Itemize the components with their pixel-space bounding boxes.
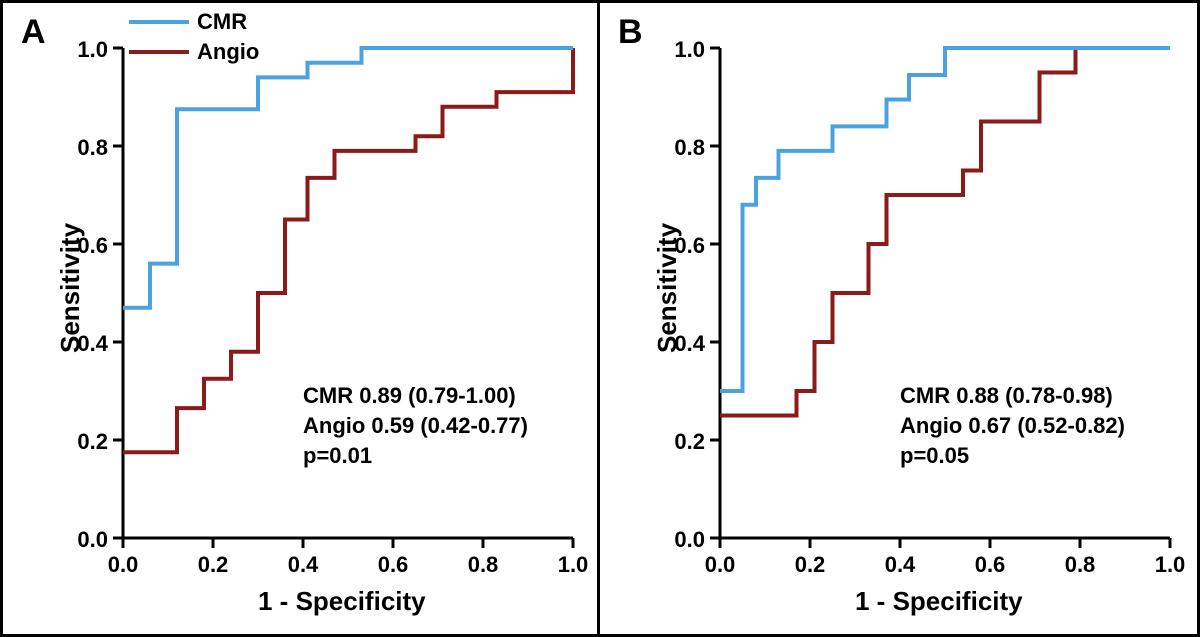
legend-label-cmr: CMR — [197, 9, 247, 35]
x-tick-label: 0.2 — [193, 552, 233, 578]
y-tick-label: 0.4 — [665, 331, 705, 357]
y-tick-label: 0.0 — [68, 527, 108, 553]
x-tick-label: 0.6 — [970, 552, 1010, 578]
y-tick-label: 0.0 — [665, 527, 705, 553]
x-tick-label: 0.6 — [373, 552, 413, 578]
x-tick-label: 0.8 — [463, 552, 503, 578]
y-tick-label: 1.0 — [665, 37, 705, 63]
stats-a-line2: Angio 0.59 (0.42-0.77) — [303, 411, 528, 441]
panel-letter-a: A — [21, 13, 46, 52]
x-tick-label: 0.4 — [283, 552, 323, 578]
roc-cmr — [720, 48, 1170, 391]
x-tick-label: 1.0 — [553, 552, 593, 578]
panel-a: A CMR Angio 1 - Specificity Sensitivity … — [0, 0, 600, 637]
roc-angio — [720, 48, 1170, 416]
stats-a-line3: p=0.01 — [303, 441, 528, 471]
x-tick-label: 0.2 — [790, 552, 830, 578]
roc-cmr — [123, 48, 573, 308]
y-tick-label: 0.2 — [68, 429, 108, 455]
x-tick-label: 1.0 — [1150, 552, 1190, 578]
stats-b-line1: CMR 0.88 (0.78-0.98) — [900, 381, 1125, 411]
x-tick-label: 0.0 — [103, 552, 143, 578]
stats-b-line3: p=0.05 — [900, 441, 1125, 471]
y-tick-label: 0.8 — [68, 135, 108, 161]
x-tick-label: 0.4 — [880, 552, 920, 578]
y-tick-label: 1.0 — [68, 37, 108, 63]
y-tick-label: 0.2 — [665, 429, 705, 455]
x-tick-label: 0.0 — [700, 552, 740, 578]
y-tick-label: 0.4 — [68, 331, 108, 357]
figure: A CMR Angio 1 - Specificity Sensitivity … — [0, 0, 1200, 637]
stats-a-line1: CMR 0.89 (0.79-1.00) — [303, 381, 528, 411]
y-tick-label: 0.8 — [665, 135, 705, 161]
legend-item-cmr: CMR — [129, 9, 259, 35]
stats-b-line2: Angio 0.67 (0.52-0.82) — [900, 411, 1125, 441]
y-tick-label: 0.6 — [68, 233, 108, 259]
legend-swatch-cmr — [129, 20, 189, 24]
stats-a: CMR 0.89 (0.79-1.00) Angio 0.59 (0.42-0.… — [303, 381, 528, 470]
xlabel-a: 1 - Specificity — [258, 586, 426, 617]
panel-b: B 1 - Specificity Sensitivity CMR 0.88 (… — [600, 0, 1200, 637]
x-tick-label: 0.8 — [1060, 552, 1100, 578]
y-tick-label: 0.6 — [665, 233, 705, 259]
stats-b: CMR 0.88 (0.78-0.98) Angio 0.67 (0.52-0.… — [900, 381, 1125, 470]
panel-letter-b: B — [618, 13, 643, 52]
xlabel-b: 1 - Specificity — [855, 586, 1023, 617]
